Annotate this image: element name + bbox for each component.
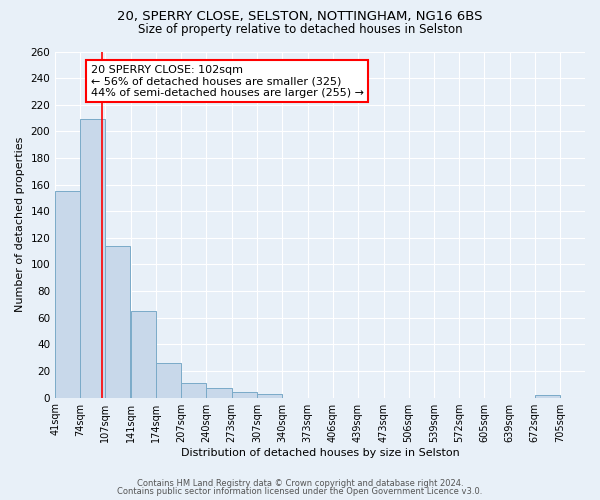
Bar xyxy=(232,392,257,398)
Bar xyxy=(156,363,181,398)
Bar xyxy=(80,120,106,398)
Bar xyxy=(55,192,80,398)
Bar xyxy=(535,395,560,398)
Bar xyxy=(206,388,232,398)
Text: 20 SPERRY CLOSE: 102sqm
← 56% of detached houses are smaller (325)
44% of semi-d: 20 SPERRY CLOSE: 102sqm ← 56% of detache… xyxy=(91,65,364,98)
X-axis label: Distribution of detached houses by size in Selston: Distribution of detached houses by size … xyxy=(181,448,460,458)
Y-axis label: Number of detached properties: Number of detached properties xyxy=(15,137,25,312)
Text: Contains HM Land Registry data © Crown copyright and database right 2024.: Contains HM Land Registry data © Crown c… xyxy=(137,478,463,488)
Bar xyxy=(257,394,283,398)
Bar xyxy=(181,383,206,398)
Text: Size of property relative to detached houses in Selston: Size of property relative to detached ho… xyxy=(137,22,463,36)
Text: 20, SPERRY CLOSE, SELSTON, NOTTINGHAM, NG16 6BS: 20, SPERRY CLOSE, SELSTON, NOTTINGHAM, N… xyxy=(117,10,483,23)
Text: Contains public sector information licensed under the Open Government Licence v3: Contains public sector information licen… xyxy=(118,487,482,496)
Bar xyxy=(106,246,130,398)
Bar xyxy=(131,311,156,398)
